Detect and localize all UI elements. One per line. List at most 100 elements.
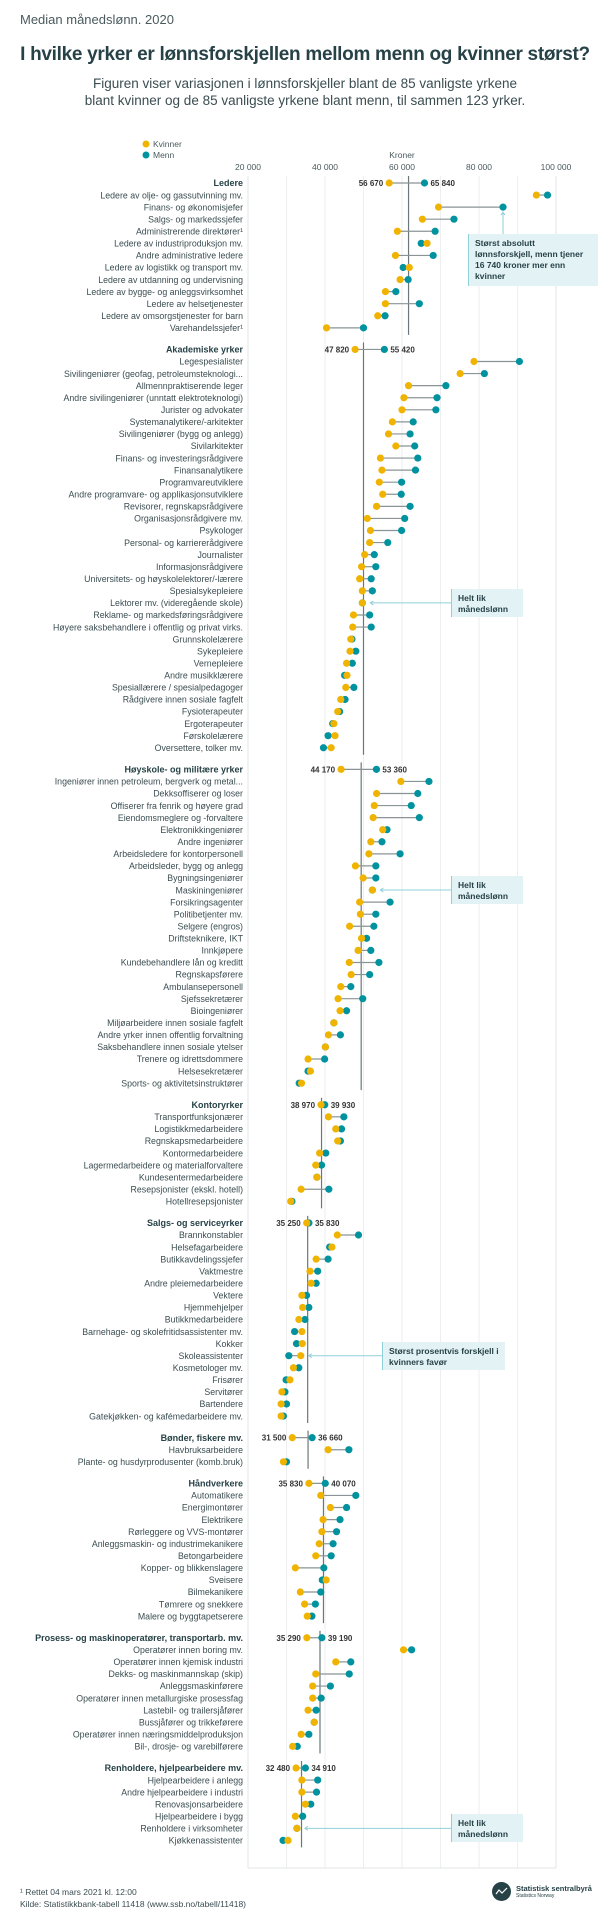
occupation-label: Miljøarbeidere innen sosiale fagfelt [107,1018,243,1028]
group-menn-dot [372,765,381,773]
subtitle-line: Figuren viser variasjonen i lønnsforskje… [93,76,517,91]
occupation-kvinner-dot [345,958,353,967]
occupation-kvinner-dot [333,1231,341,1239]
occupation-label: Journalister [198,550,244,560]
occupation-kvinner-dot [295,1315,303,1324]
occupation-kvinner-dot [404,382,413,390]
occupation-kvinner-dot [322,1576,330,1584]
occupation-kvinner-dot [366,538,374,547]
occupation-kvinner-dot [300,1600,309,1608]
occupation-menn-dot [415,300,423,308]
occupation-menn-dot [408,1646,416,1654]
occupation-kvinner-dot [306,1067,314,1075]
annotation-box: Helt lik månedslønn [451,1814,523,1843]
occupation-menn-dot [324,732,332,740]
chart-title: I hvilke yrker er lønnsforskjellen mello… [20,44,590,65]
occupation-menn-dot [398,478,406,486]
occupation-label: Organisasjonsrådgivere mv. [134,514,243,524]
occupation-kvinner-dot [334,995,342,1003]
occupation-label: Saksbehandlere innen sosiale ytelser [97,1042,243,1052]
occupation-menn-dot [352,1491,360,1500]
occupation-kvinner-dot [423,239,431,247]
occupation-kvinner-dot [363,514,371,523]
occupation-label: Ledere av industriproduksjon mv. [114,239,243,249]
occupation-label: Kundebehandlere lån og kreditt [121,958,244,968]
occupation-label: Vektere [213,1291,243,1301]
occupation-menn-dot [332,1528,341,1536]
occupation-label: Sivilingeniører (bygg og anlegg) [119,429,243,439]
occupation-label: Bussjåfører og trikkeførere [139,1717,243,1727]
occupation-label: Spesiallærere / spesialpedagoger [112,683,243,693]
occupation-kvinner-dot [304,1706,312,1714]
chart-subtitle: Figuren viser variasjonen i lønnsforskje… [40,75,570,109]
x-tick-label: 60 000 [389,162,415,172]
group-header-label: Kontoryrker [191,1100,243,1110]
occupation-menn-dot [406,430,414,438]
occupation-label: Lektorer mv. (videregående skole) [110,598,243,608]
group-kvinner-dot [305,1479,313,1487]
group-menn-value: 34 910 [311,1764,336,1773]
occupation-kvinner-dot [297,1730,305,1738]
occupation-kvinner-dot [319,1516,327,1524]
occupation-label: Lastebil- og trailersjåfører [143,1705,243,1715]
occupation-label: Kundesentermedarbeidere [139,1172,243,1182]
occupation-label: Havbruksarbeidere [169,1445,243,1455]
group-header-label: Salgs- og serviceyrker [147,1218,244,1228]
occupation-label: Sivilarkitekter [191,441,243,451]
occupation-menn-dot [442,382,450,390]
occupation-label: Ledere av omsorgstjenester for barn [101,311,243,321]
occupation-menn-dot [337,1125,346,1133]
occupation-label: Oversettere, tolker mv. [155,743,243,753]
occupation-menn-dot [307,1800,315,1808]
occupation-menn-dot [411,442,419,450]
occupation-kvinner-dot [317,1491,325,1500]
occupation-menn-dot [407,801,415,810]
occupation-label: Politibetjenter mv. [174,909,243,919]
occupation-kvinner-dot [298,1340,306,1348]
occupation-label: Gatekjøkken- og kafémedarbeidere mv. [89,1411,243,1421]
occupation-label: Plante- og husdyrprodusenter (komb.bruk) [78,1457,243,1467]
occupation-kvinner-dot [376,454,385,462]
occupation-menn-dot [317,1161,326,1169]
occupation-kvinner-dot [374,312,382,320]
occupation-kvinner-dot [393,227,401,235]
occupation-menn-dot [386,898,394,906]
occupation-label: Butikkavdelingssjefer [160,1254,243,1264]
occupation-kvinner-dot [330,1019,338,1027]
occupation-label: Maskiningeniører [176,885,244,895]
occupation-menn-dot [322,1149,330,1157]
occupation-label: Ledere av bygge- og anleggsvirksomhet [87,287,244,297]
occupation-label: Tømrere og snekkere [159,1599,243,1609]
occupation-label: Helsesekretærer [178,1066,243,1076]
occupation-kvinner-dot [301,1800,309,1808]
occupation-kvinner-dot [378,466,386,474]
occupation-kvinner-dot [312,1255,320,1263]
legend-kvinner-marker [142,140,150,148]
occupation-label: Bartendere [199,1399,243,1409]
occupation-menn-dot [305,1730,313,1738]
occupation-label: Resepsjonister (ekskl. hotell) [131,1184,244,1194]
annotation-box: Helt lik månedslønn [451,876,523,905]
occupation-menn-dot [342,1503,351,1512]
occupation-label: Eiendomsmeglere og -forvaltere [118,813,243,823]
occupation-kvinner-dot [351,862,360,870]
group-kvinner-value: 38 970 [291,1101,316,1110]
legend-menn-label: Menn [153,150,175,160]
occupation-kvinner-dot [334,707,342,716]
occupation-label: Renholdere i virksomheter [140,1824,243,1834]
occupation-kvinner-dot [315,1540,323,1548]
occupation-menn-dot [543,191,552,199]
occupation-kvinner-dot [326,1503,334,1512]
occupation-kvinner-dot [332,1125,340,1133]
occupation-menn-dot [372,862,380,870]
occupation-menn-dot [375,958,383,967]
occupation-menn-dot [312,1279,320,1287]
group-kvinner-value: 32 480 [266,1764,291,1773]
occupation-label: Selgere (engros) [177,921,243,931]
occupation-label: Andre sivilingeniører (unntatt elektrote… [64,393,244,403]
occupation-menn-dot [347,983,355,991]
occupation-kvinner-dot [324,1113,333,1121]
group-kvinner-dot [292,1764,300,1772]
occupation-label: Ingeniører innen petroleum, bergverk og … [55,777,243,787]
occupation-kvinner-dot [375,478,383,486]
